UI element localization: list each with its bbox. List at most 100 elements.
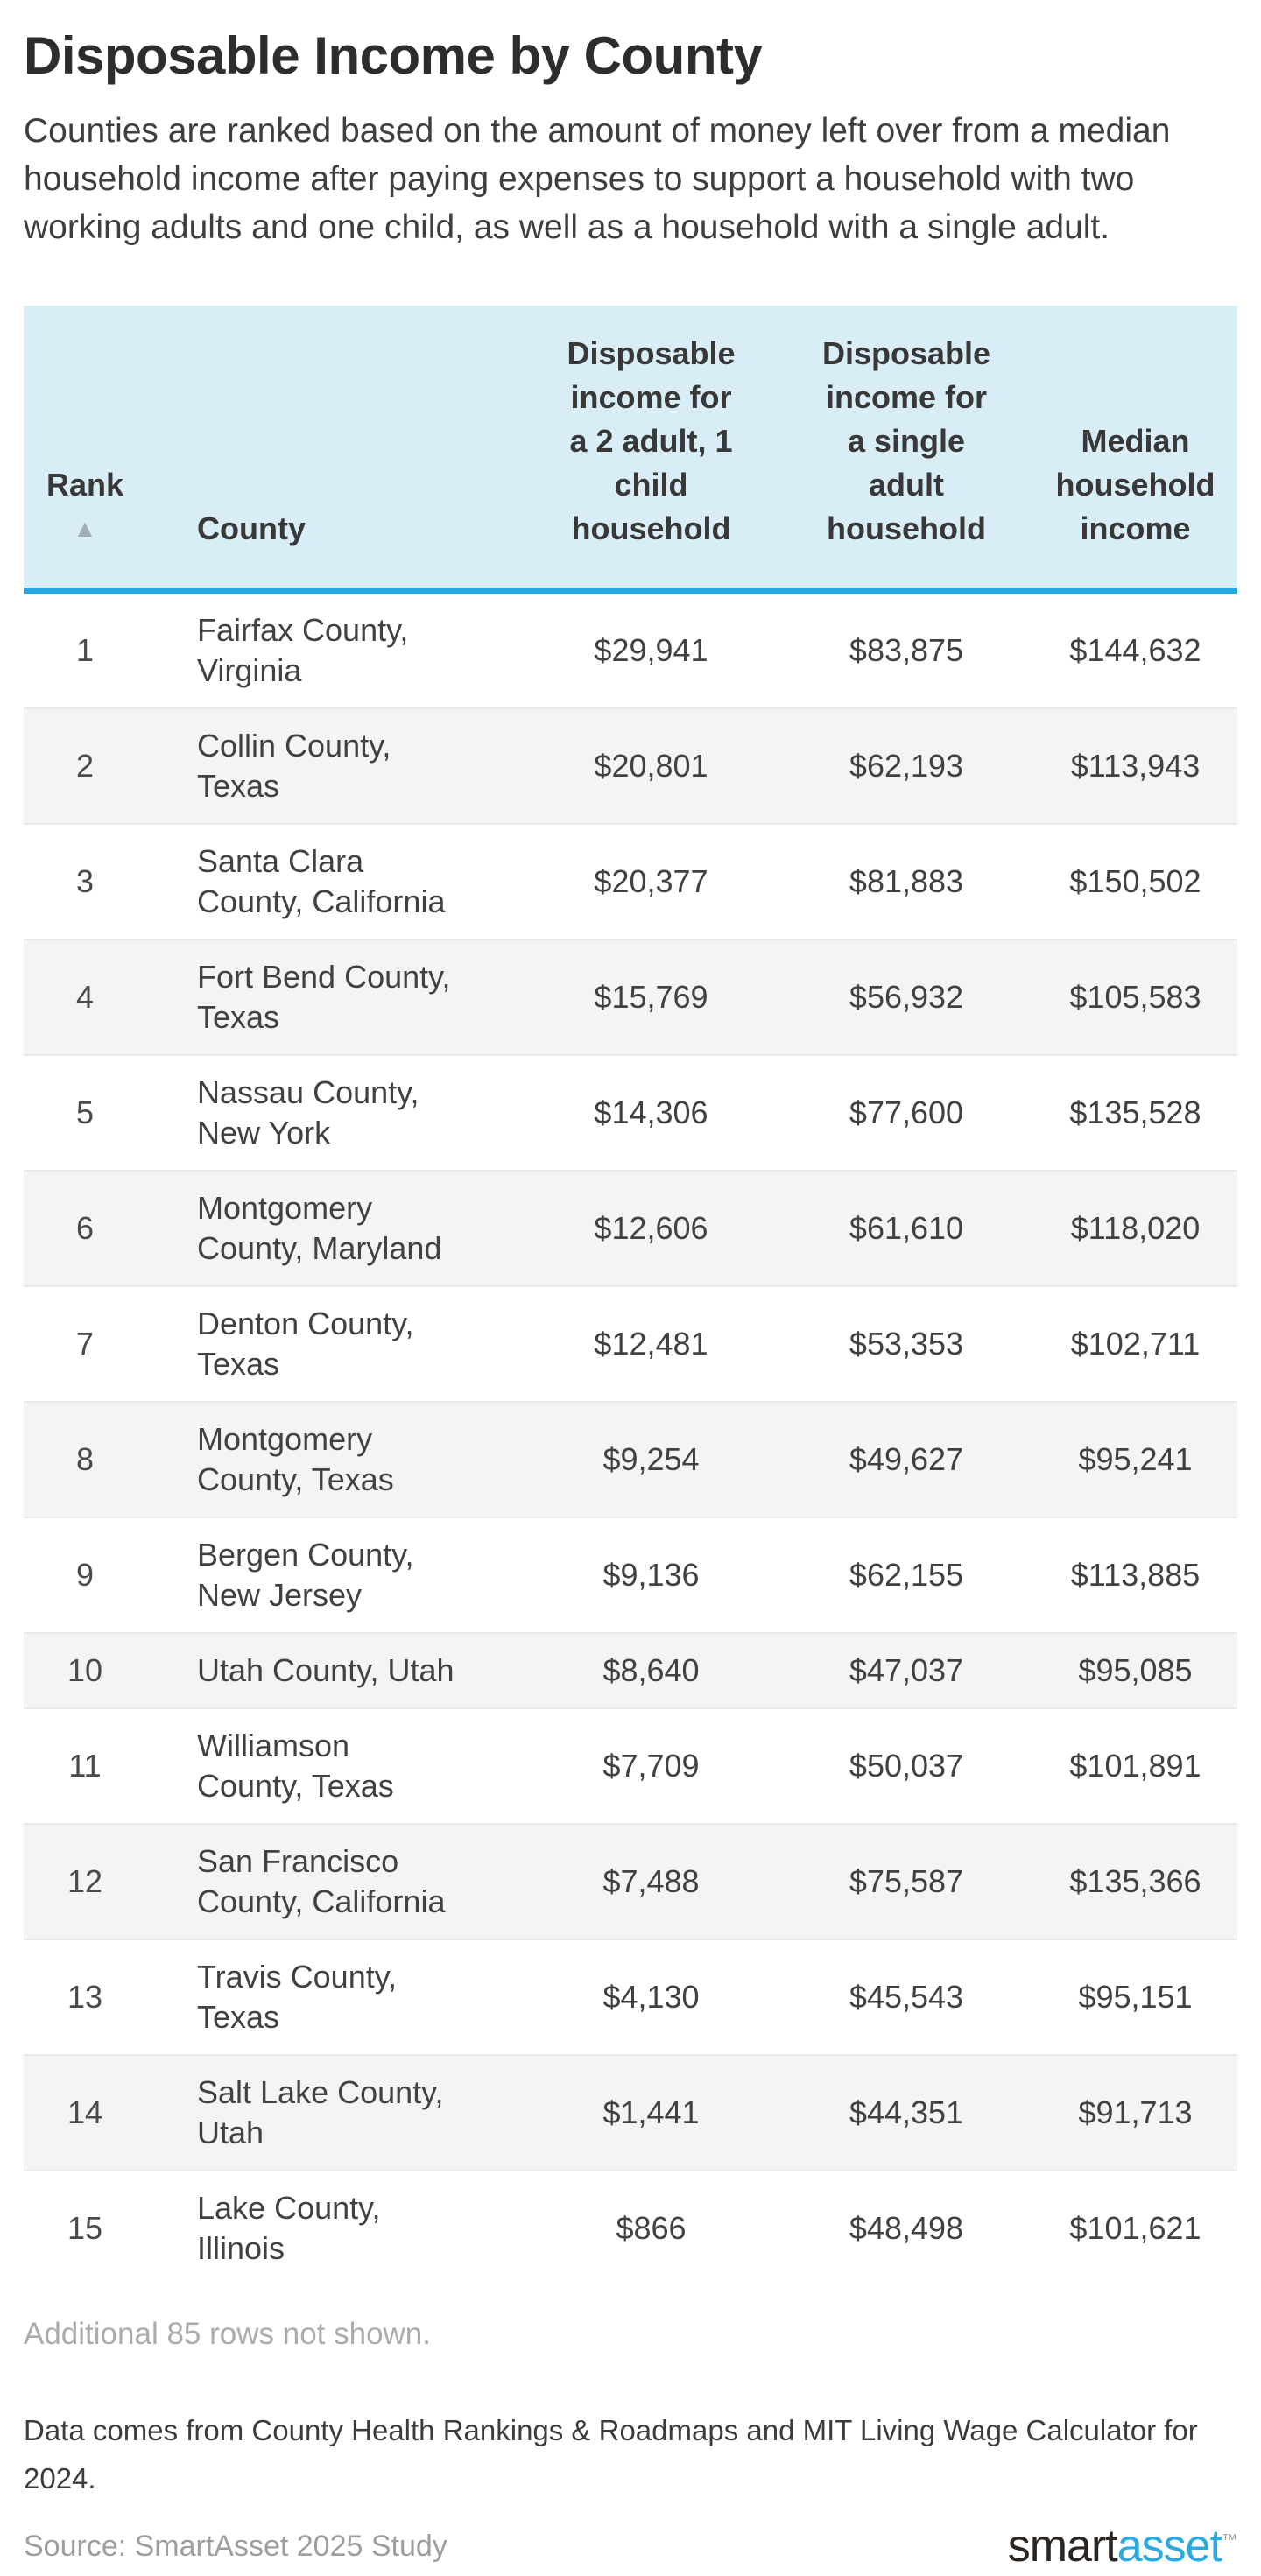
county-cell: Montgomery County, Texas	[146, 1402, 523, 1517]
column-header-county[interactable]: County	[146, 306, 523, 591]
median-income-cell: $91,713	[1078, 2094, 1193, 2130]
logo-trademark: ™	[1222, 2530, 1237, 2549]
logo-text-asset: asset	[1117, 2521, 1222, 2572]
source-credit: Source: SmartAsset 2025 Study	[24, 2529, 447, 2563]
rank-cell: 11	[68, 1748, 102, 1784]
disposable-2adult-1child-cell: $20,377	[594, 863, 708, 899]
disposable-single-adult-cell: $81,883	[849, 863, 964, 899]
disposable-single-adult-cell: $53,353	[849, 1326, 964, 1362]
disposable-2adult-1child-cell: $12,481	[594, 1326, 708, 1362]
median-income-cell: $95,241	[1078, 1441, 1193, 1477]
rank-cell: 13	[67, 1979, 103, 2015]
county-name: Travis County, Texas	[197, 1959, 398, 2035]
county-name: Fairfax County, Virginia	[197, 612, 409, 688]
disposable-2adult-1child-cell: $12,606	[594, 1210, 708, 1246]
county-name: Denton County, Texas	[197, 1306, 414, 1382]
median-income-cell: $135,528	[1069, 1094, 1201, 1130]
county-name: Utah County, Utah	[197, 1652, 454, 1688]
table-row: 15 Lake County, Illinois $866 $48,498 $101,6…	[24, 2171, 1237, 2285]
disposable-single-adult-cell: $56,932	[849, 979, 964, 1015]
rank-cell: 1	[75, 632, 95, 668]
disposable-2adult-1child-cell: $4,130	[602, 1979, 700, 2015]
rank-cell: 15	[67, 2210, 103, 2246]
county-cell: Collin County, Texas	[146, 708, 523, 824]
table-row: 2 Collin County, Texas $20,801 $62,193 $113,…	[24, 708, 1237, 824]
column-header-median-household-income-label: Median household income	[1055, 423, 1215, 546]
column-header-disposable-single-adult[interactable]: Disposable income for a single adult hou…	[779, 306, 1033, 591]
rank-cell: 10	[67, 1652, 103, 1688]
data-source-note: Data comes from County Health Rankings &…	[24, 2414, 1198, 2495]
column-header-rank[interactable]: Rank ▲	[24, 306, 146, 591]
table-row: 14 Salt Lake County, Utah $1,441 $44,351 $91…	[24, 2055, 1237, 2171]
disposable-single-adult-cell: $62,155	[849, 1557, 964, 1593]
disposable-income-table: Rank ▲ County Disposable income for a 2 …	[24, 306, 1237, 2285]
county-cell: Fairfax County, Virginia	[146, 591, 523, 709]
median-income-cell: $95,151	[1078, 1979, 1193, 2015]
disposable-single-adult-cell: $49,627	[849, 1441, 964, 1477]
table-row: 13 Travis County, Texas $4,130 $45,543 $95,1…	[24, 1939, 1237, 2055]
column-header-rank-label: Rank	[46, 467, 124, 503]
disposable-2adult-1child-cell: $9,254	[602, 1441, 700, 1477]
median-income-cell: $95,085	[1078, 1652, 1193, 1688]
county-name: Lake County, Illinois	[197, 2190, 381, 2266]
table-row: 11 Williamson County, Texas $7,709 $50,037 $…	[24, 1708, 1237, 1824]
county-cell: Santa Clara County, California	[146, 824, 523, 940]
median-income-cell: $150,502	[1069, 863, 1201, 899]
rank-cell: 5	[75, 1094, 95, 1130]
rank-cell: 7	[75, 1326, 95, 1362]
county-cell: San Francisco County, California	[146, 1824, 523, 1939]
disposable-2adult-1child-cell: $7,709	[602, 1748, 700, 1784]
table-row: 5 Nassau County, New York $14,306 $77,600 $1…	[24, 1055, 1237, 1171]
rank-cell: 2	[75, 748, 95, 784]
disposable-2adult-1child-cell: $14,306	[594, 1094, 708, 1130]
median-income-cell: $113,885	[1070, 1557, 1201, 1593]
county-name: Williamson County, Texas	[197, 1728, 394, 1804]
column-header-disposable-single-adult-label: Disposable income for a single adult hou…	[822, 335, 991, 546]
county-cell: Salt Lake County, Utah	[146, 2055, 523, 2171]
table-row: 7 Denton County, Texas $12,481 $53,353 $102,…	[24, 1286, 1237, 1402]
table-row: 6 Montgomery County, Maryland $12,606 $61,6…	[24, 1171, 1237, 1286]
median-income-cell: $118,020	[1070, 1210, 1201, 1246]
median-income-cell: $102,711	[1070, 1326, 1201, 1362]
rank-cell: 14	[67, 2094, 103, 2130]
sort-ascending-icon[interactable]: ▲	[73, 515, 97, 542]
disposable-2adult-1child-cell: $8,640	[602, 1652, 700, 1688]
column-header-county-label: County	[197, 510, 306, 546]
logo-text-smart: smart	[1007, 2521, 1118, 2572]
county-cell: Montgomery County, Maryland	[146, 1171, 523, 1286]
additional-rows-note: Additional 85 rows not shown.	[24, 2317, 431, 2351]
disposable-2adult-1child-cell: $29,941	[594, 632, 708, 668]
county-name: Fort Bend County, Texas	[197, 959, 451, 1035]
county-cell: Nassau County, New York	[146, 1055, 523, 1171]
median-income-cell: $135,366	[1069, 1863, 1201, 1899]
disposable-single-adult-cell: $47,037	[849, 1652, 964, 1688]
rank-cell: 12	[67, 1863, 103, 1899]
page-subtitle: Counties are ranked based on the amount …	[24, 112, 1171, 246]
median-income-cell: $144,632	[1069, 632, 1201, 668]
smartasset-logo: smartasset™	[1008, 2520, 1237, 2572]
table-row: 12 San Francisco County, California $7,488…	[24, 1824, 1237, 1939]
footer: Source: SmartAsset 2025 Study smartasset…	[24, 2520, 1237, 2572]
column-header-disposable-2adult-1child[interactable]: Disposable income for a 2 adult, 1 child…	[523, 306, 779, 591]
rank-cell: 6	[75, 1210, 95, 1246]
rank-cell: 4	[75, 979, 95, 1015]
county-cell: Williamson County, Texas	[146, 1708, 523, 1824]
rank-cell: 8	[75, 1441, 95, 1477]
disposable-single-adult-cell: $50,037	[849, 1748, 964, 1784]
county-name: Nassau County, New York	[197, 1074, 419, 1151]
disposable-single-adult-cell: $75,587	[849, 1863, 964, 1899]
median-income-cell: $101,891	[1069, 1748, 1201, 1784]
column-header-disposable-2adult-1child-label: Disposable income for a 2 adult, 1 child…	[567, 335, 736, 546]
table-header: Rank ▲ County Disposable income for a 2 …	[24, 306, 1237, 591]
column-header-median-household-income[interactable]: Median household income	[1033, 306, 1237, 591]
table-row: 10 Utah County, Utah $8,640 $47,037 $95,085	[24, 1633, 1237, 1708]
county-name: Santa Clara County, California	[197, 843, 446, 919]
page: Disposable Income by County Counties are…	[0, 26, 1261, 2572]
county-cell: Lake County, Illinois	[146, 2171, 523, 2285]
page-title: Disposable Income by County	[24, 26, 763, 85]
county-name: Salt Lake County, Utah	[197, 2074, 444, 2150]
county-cell: Fort Bend County, Texas	[146, 940, 523, 1055]
county-name: Montgomery County, Maryland	[197, 1190, 442, 1266]
median-income-cell: $113,943	[1070, 748, 1201, 784]
county-name: San Francisco County, California	[197, 1843, 446, 1919]
